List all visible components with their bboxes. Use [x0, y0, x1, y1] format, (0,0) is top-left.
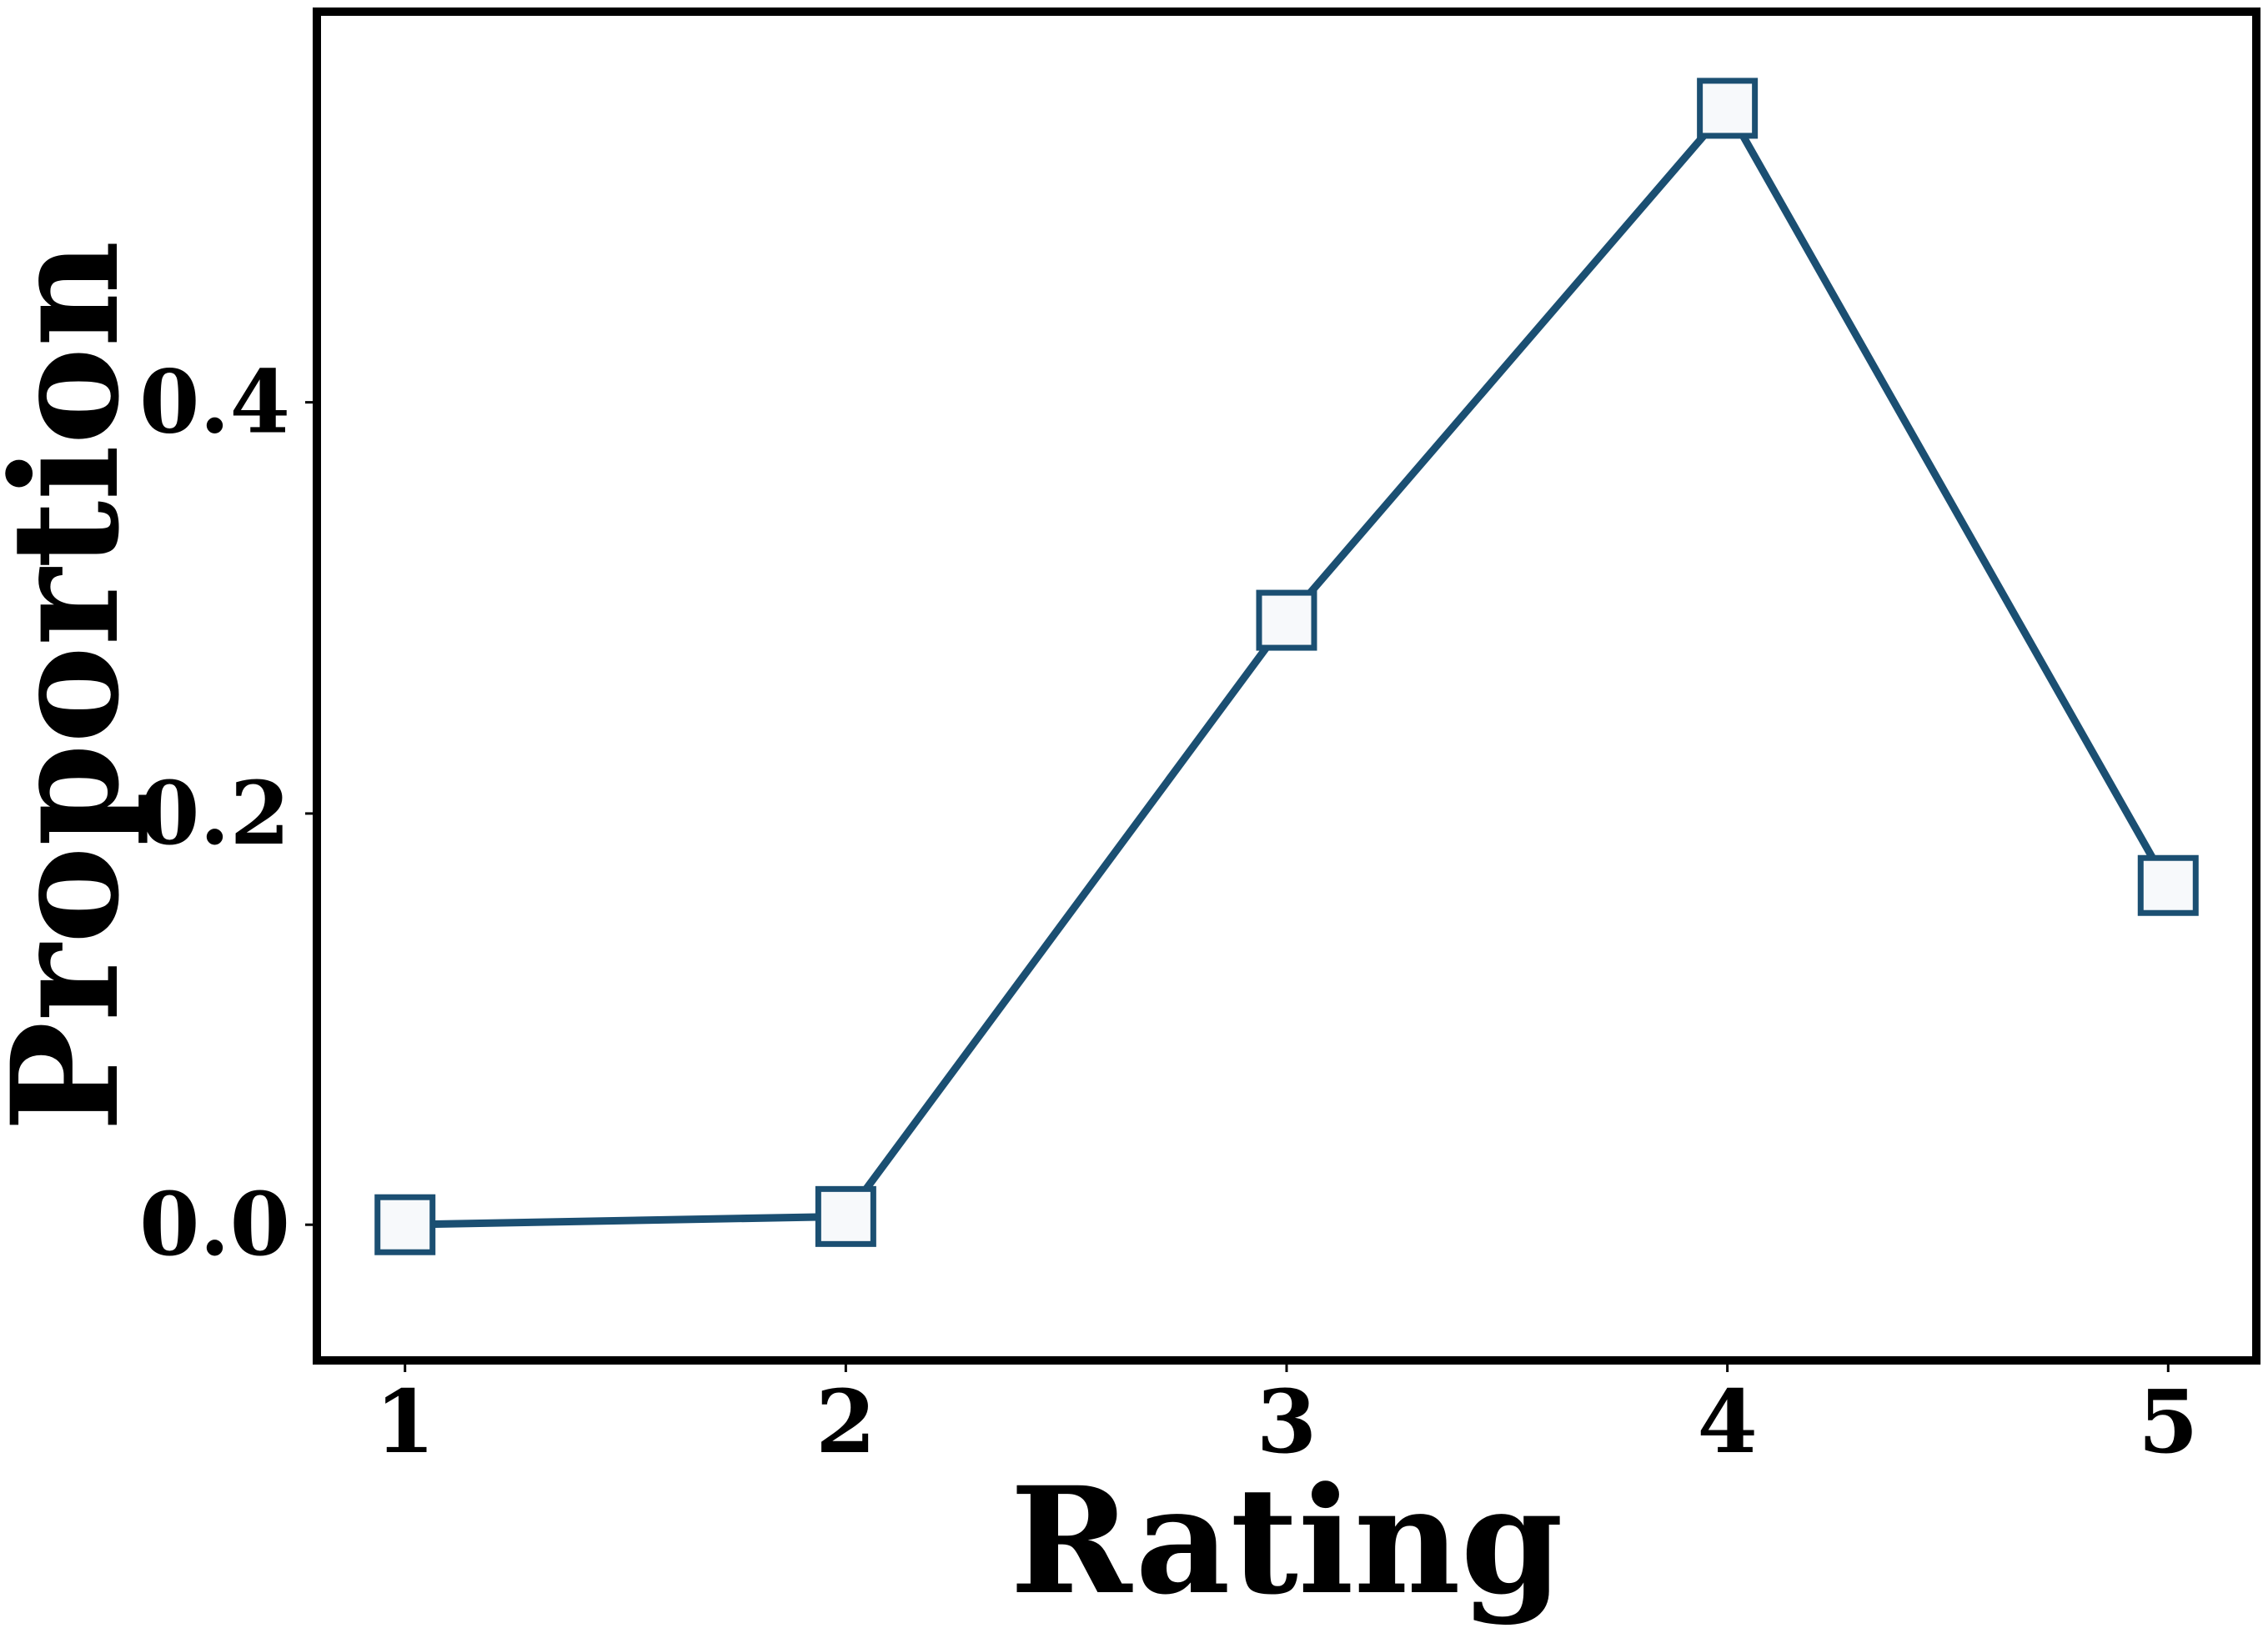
data-point-marker	[815, 1185, 876, 1247]
y-axis: 0.0 0.2 0.4	[139, 351, 317, 1275]
y-tick-label: 0.2	[139, 762, 290, 864]
series-layer	[374, 78, 2199, 1255]
x-axis: 1 2 3 4 5	[375, 1360, 2198, 1473]
data-point-marker	[1256, 589, 1317, 651]
y-axis-label: Proportion	[0, 240, 152, 1131]
data-point-marker	[374, 1194, 436, 1255]
x-tick-label: 3	[1257, 1370, 1317, 1473]
data-point-marker	[2137, 854, 2199, 916]
x-tick-label: 4	[1697, 1370, 1757, 1473]
y-tick-label: 0.4	[139, 351, 290, 453]
x-tick-label: 5	[2138, 1370, 2198, 1473]
plot-area	[313, 8, 2260, 1365]
x-tick-label: 1	[375, 1370, 435, 1473]
plot-frame	[313, 8, 2260, 1365]
y-tick-label: 0.0	[139, 1173, 290, 1275]
x-tick-label: 2	[815, 1370, 876, 1473]
x-axis-label: Rating	[1010, 1455, 1563, 1627]
data-point-marker	[1697, 78, 1759, 139]
